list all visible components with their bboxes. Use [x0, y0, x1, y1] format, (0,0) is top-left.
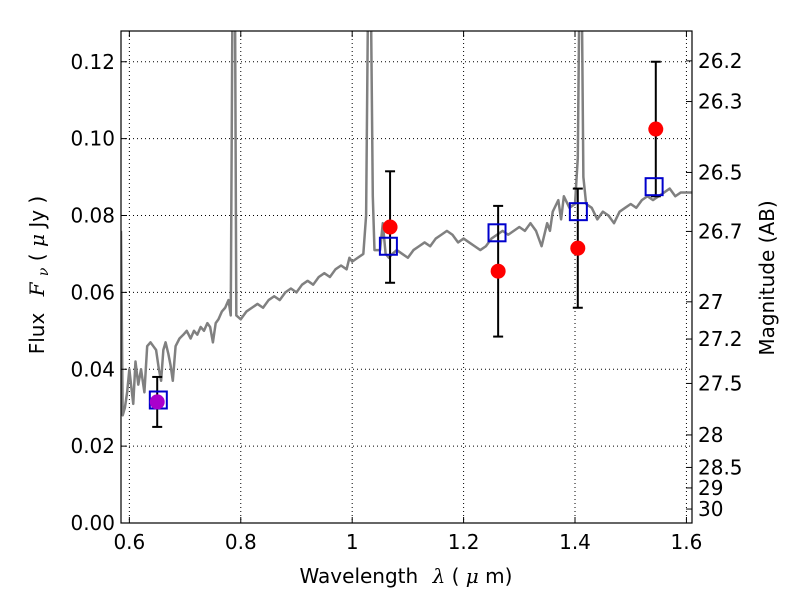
x-axis-label: Wavelength λ ( μ m) [300, 564, 513, 588]
magnitude-tick-label: 28.5 [698, 455, 743, 479]
magnitude-tick-label: 29 [698, 476, 723, 500]
magnitude-tick-label: 28 [698, 423, 723, 447]
magnitude-tick-label: 26.7 [698, 219, 743, 243]
y-tick-label: 0.06 [70, 280, 115, 304]
y-tick-label: 0.04 [70, 357, 115, 381]
x-axis-unit-mu: μ [466, 564, 479, 588]
observed-point [490, 263, 506, 279]
y-axis-label: Flux F ν ( μ Jy ) [25, 196, 53, 355]
observed-point [570, 240, 586, 256]
magnitude-tick-label: 26.2 [698, 49, 743, 73]
magnitude-tick-label: 27.2 [698, 327, 743, 351]
magnitude-tick-label: 26.3 [698, 90, 743, 114]
x-axis-unit-open: ( [452, 564, 460, 588]
observed-point [382, 219, 398, 235]
model-spectrum-line [121, 31, 692, 417]
magnitude-tick-label: 27 [698, 290, 723, 314]
y-tick-label: 0.00 [70, 511, 115, 535]
y-axis-subscript: ν [36, 267, 52, 276]
x-axis-ticks: 0.6 0.8 1 1.2 1.4 1.6 [113, 31, 702, 554]
x-tick-label: 1.4 [559, 530, 591, 554]
y-axis-label-text: Flux [25, 313, 49, 355]
y-tick-label: 0.02 [70, 434, 115, 458]
observed-point [648, 121, 664, 137]
y-axis-unit-open: ( [25, 247, 49, 261]
y-tick-label: 0.08 [70, 204, 115, 228]
observed-point [149, 394, 165, 410]
x-tick-label: 0.8 [225, 530, 257, 554]
x-axis-label-text: Wavelength [300, 564, 419, 588]
magnitude-tick-label: 26.5 [698, 160, 743, 184]
x-axis-unit-rest: m) [485, 564, 512, 588]
plot-frame [120, 30, 693, 524]
model-square-point [644, 177, 664, 197]
plot-area [121, 31, 692, 428]
magnitude-axis-label: Magnitude (AB) [755, 200, 779, 355]
magnitude-tick-label: 30 [698, 497, 723, 521]
model-square-point [378, 236, 398, 256]
model-square-point [487, 223, 507, 243]
x-tick-label: 1 [346, 530, 359, 554]
magnitude-tick-label: 27.5 [698, 371, 743, 395]
y-axis-unit-rest: Jy ) [25, 196, 49, 230]
y-axis-unit-mu: μ [25, 234, 49, 247]
y-tick-label: 0.12 [70, 50, 115, 74]
y-axis-ticks: 0.00 0.02 0.04 0.06 0.08 0.10 0.12 [70, 50, 127, 535]
x-tick-label: 1.6 [671, 530, 703, 554]
y-tick-label: 0.10 [70, 127, 115, 151]
observed-points [149, 121, 664, 410]
x-tick-label: 1.2 [448, 530, 480, 554]
model-squares [148, 177, 664, 410]
x-axis-symbol: λ [432, 564, 446, 588]
y-axis-symbol: F [25, 281, 49, 297]
model-square-point [568, 202, 588, 222]
x-tick-label: 0.6 [113, 530, 145, 554]
